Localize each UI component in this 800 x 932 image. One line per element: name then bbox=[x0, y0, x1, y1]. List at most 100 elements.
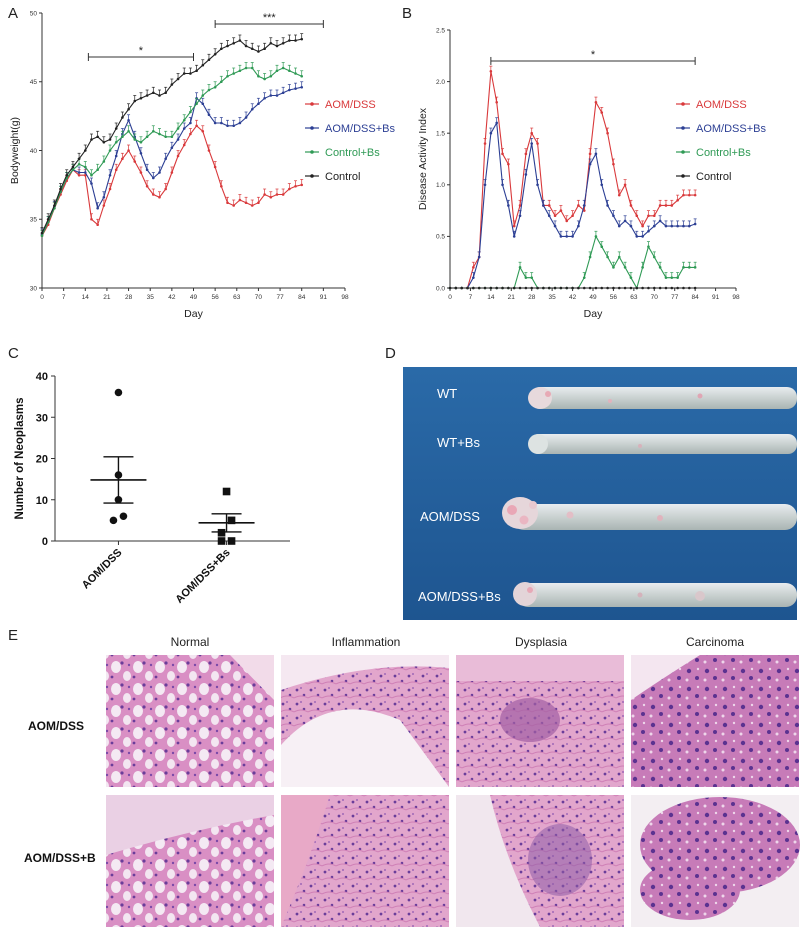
point-control-bs bbox=[588, 255, 592, 259]
point-control-bs bbox=[96, 168, 99, 172]
point-control-bs bbox=[182, 118, 186, 122]
legend-marker-control-bs bbox=[681, 150, 685, 154]
point-aom-dss bbox=[114, 168, 118, 172]
point-aom-dss-bs bbox=[269, 94, 273, 97]
point-aom-dss bbox=[512, 224, 516, 228]
point-control-bs bbox=[530, 276, 534, 279]
point-aom-dss-bs bbox=[617, 224, 621, 228]
x-tick-label: 14 bbox=[82, 294, 90, 301]
chart-a-bodyweight: 0 7 14 21 28 35 42 49 56 63 70 77 84 91 98 30 35 40 45 50 Da… bbox=[9, 10, 395, 320]
point-control-bs bbox=[244, 66, 248, 70]
point-aom-dss bbox=[275, 193, 279, 196]
histology-grid: Normal Inflammation Dysplasia Carcinoma … bbox=[24, 635, 800, 927]
point-control bbox=[606, 286, 609, 290]
legend-label-control: Control bbox=[325, 171, 360, 183]
point-control bbox=[83, 149, 87, 152]
point-aom-dss bbox=[530, 131, 534, 135]
point-control bbox=[547, 286, 551, 290]
point-aom-dss bbox=[565, 219, 569, 223]
point-aom-dss bbox=[547, 204, 551, 207]
point-aom-dss bbox=[90, 217, 93, 221]
point-aom-dss bbox=[606, 131, 609, 135]
point-control bbox=[571, 286, 574, 290]
point-control-bs bbox=[688, 266, 691, 269]
point-aom-dss-bs bbox=[281, 91, 285, 95]
point-control-bs bbox=[189, 110, 192, 114]
x-tick-label: 63 bbox=[630, 294, 638, 301]
legend-label-aom-dss-bs: AOM/DSS+Bs bbox=[325, 123, 395, 135]
point-aom-dss-bs bbox=[90, 182, 93, 185]
point-control-bs bbox=[220, 80, 223, 84]
point-control-bs bbox=[652, 255, 656, 259]
point-aom-dss-bs bbox=[77, 171, 81, 174]
point-aom-dss-bs bbox=[542, 204, 545, 207]
point-aom-dss bbox=[688, 193, 691, 197]
point-control bbox=[176, 77, 180, 81]
point-aom-dss bbox=[127, 149, 130, 152]
point-aom-dss bbox=[617, 193, 621, 197]
point-aom-dss-bs bbox=[524, 173, 528, 176]
point-aom-dss bbox=[577, 204, 580, 207]
y-tick-label: 0.0 bbox=[436, 285, 445, 292]
point-control-bs bbox=[693, 266, 697, 269]
point-aom-dss-bs bbox=[600, 183, 604, 187]
significance-label: * bbox=[139, 45, 144, 57]
point-aom-dss-bs bbox=[207, 113, 211, 117]
point-aom-dss-bs bbox=[139, 151, 143, 155]
point-aom-dss bbox=[507, 162, 510, 166]
y-tick-label: 50 bbox=[30, 10, 38, 17]
y-axis-label: Disease Activity Index bbox=[417, 107, 429, 210]
x-tick-label: 28 bbox=[125, 294, 133, 301]
point-control-bs bbox=[300, 74, 304, 78]
point-control bbox=[250, 47, 254, 51]
point-aom-dss bbox=[96, 223, 99, 227]
point-aom-dss-bs bbox=[582, 204, 586, 207]
x-axis-label: Day bbox=[184, 308, 203, 320]
point-control-bs bbox=[269, 74, 273, 78]
y-tick-label: 2.5 bbox=[436, 27, 445, 34]
point-control bbox=[96, 135, 99, 139]
point-control-bs bbox=[257, 74, 260, 78]
point-control bbox=[676, 286, 679, 290]
point-control bbox=[553, 286, 557, 290]
point-control-bs bbox=[606, 255, 609, 259]
histo-col-dysplasia: Dysplasia bbox=[515, 635, 567, 649]
point-control-bs bbox=[145, 135, 149, 139]
histo-image-aomdssb-dysplasia bbox=[456, 795, 624, 927]
point-aom-dss bbox=[102, 204, 106, 207]
point-control-bs bbox=[582, 276, 586, 279]
point-control bbox=[201, 63, 205, 67]
point-aom-dss-bs bbox=[96, 206, 99, 210]
point-control-bs bbox=[195, 102, 198, 106]
point-control bbox=[530, 286, 534, 290]
point-control-bs bbox=[658, 266, 662, 269]
point-aom-dss-bs bbox=[635, 235, 639, 238]
x-tick-label: 0 bbox=[40, 294, 44, 301]
x-tick-label: 70 bbox=[651, 294, 659, 301]
data-point-aom-dss bbox=[114, 388, 123, 397]
colon-aomdss-bs bbox=[513, 582, 797, 607]
point-control bbox=[71, 165, 75, 169]
x-tick-label: 56 bbox=[212, 294, 220, 301]
legend-marker-aom-dss bbox=[310, 102, 314, 106]
point-control bbox=[501, 286, 504, 290]
point-aom-dss bbox=[635, 214, 639, 218]
histo-image-aomdss-inflammation bbox=[281, 655, 449, 787]
x-tick-label: 14 bbox=[487, 294, 495, 301]
y-tick-label: 30 bbox=[36, 412, 48, 424]
data-point-aom-dss-bs bbox=[227, 516, 236, 525]
panel-letter-a: A bbox=[8, 5, 18, 22]
point-control bbox=[559, 286, 563, 290]
point-aom-dss bbox=[213, 165, 217, 169]
point-aom-dss-bs bbox=[189, 121, 192, 125]
point-control bbox=[108, 138, 112, 141]
point-aom-dss-bs bbox=[275, 94, 279, 97]
point-aom-dss-bs bbox=[257, 102, 260, 106]
point-control-bs bbox=[623, 266, 627, 269]
point-control-bs bbox=[152, 129, 155, 133]
point-control bbox=[600, 286, 604, 290]
point-aom-dss-bs bbox=[108, 173, 112, 177]
point-aom-dss bbox=[559, 209, 563, 212]
point-control-bs bbox=[232, 72, 235, 75]
